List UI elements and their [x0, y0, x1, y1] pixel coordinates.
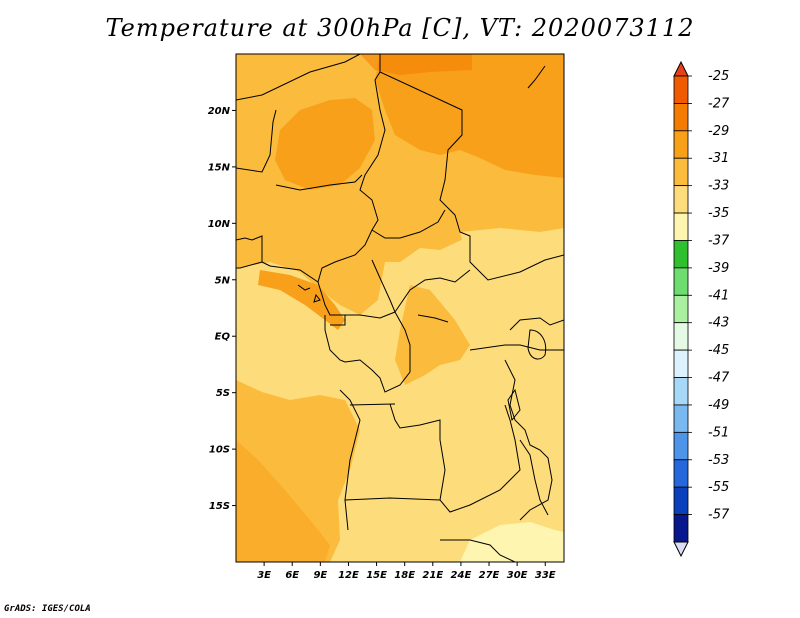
colorbar-swatch [673, 459, 689, 488]
y-tick-label: 5S [216, 388, 230, 399]
field-band-29-27-west [258, 270, 345, 330]
lake-outline [527, 329, 547, 360]
colorbar-swatch [673, 185, 689, 214]
x-tick-label: 27E [479, 570, 500, 581]
x-tick-label: 15E [366, 570, 387, 581]
colorbar-label: -53 [708, 453, 729, 468]
x-tick-label: 24E [451, 570, 472, 581]
coast-line [297, 284, 311, 291]
x-tick-label: 21E [422, 570, 443, 581]
colorbar-swatch [673, 377, 689, 406]
colorbar-swatch [673, 75, 689, 104]
border-line [330, 314, 346, 326]
chart-title: Temperature at 300hPa [C], VT: 202007311… [105, 14, 695, 42]
colorbar-swatch [673, 267, 689, 296]
colorbar-top-arrow [673, 60, 689, 77]
field-band-31-29-center [395, 285, 470, 385]
colorbar-label: -49 [708, 398, 729, 413]
lake-outline [519, 439, 549, 516]
colorbar-swatch [673, 130, 689, 159]
field-band-33-31-east [460, 228, 564, 250]
field-band-29-27-north-central [275, 98, 375, 190]
y-tick-label: 15N [208, 162, 231, 173]
colorbar-label: -33 [708, 179, 729, 194]
colorbar-swatch [673, 514, 689, 543]
x-tick-label: 30E [507, 570, 528, 581]
border-line [504, 359, 553, 521]
field-band-29-27-southwest [236, 440, 330, 562]
border-line [324, 315, 346, 363]
y-axis: 20N 15N 10N 5N EQ 5S 10S 15S [208, 106, 236, 512]
colorbar-swatch [673, 431, 689, 461]
colorbar-label: -55 [708, 480, 729, 495]
border-line [261, 261, 319, 283]
lake-outline [507, 388, 521, 422]
colorbar-label: -35 [708, 206, 729, 221]
colorbar-label: -43 [708, 316, 729, 331]
y-tick-label: 15S [209, 501, 230, 512]
border-line [339, 389, 361, 531]
colorbar-label: -47 [708, 371, 730, 386]
border-line [379, 54, 564, 281]
y-tick-label: 10N [208, 219, 231, 230]
border-line [236, 54, 361, 101]
y-tick-label: 10S [209, 445, 230, 456]
border-line [371, 259, 471, 314]
island-outline [313, 293, 321, 303]
colorbar-label: -57 [708, 508, 730, 523]
country-borders [236, 54, 564, 562]
x-tick-label: 3E [257, 570, 271, 581]
border-line [349, 403, 396, 406]
field-band-29-27-northeast [375, 54, 564, 178]
field-band-27-25-north [360, 54, 472, 75]
colorbar-swatch [673, 322, 689, 351]
border-line [469, 344, 564, 351]
temperature-field [236, 54, 564, 562]
colorbar-swatch [673, 349, 689, 378]
colorbar-swatch [673, 157, 689, 187]
x-tick-label: 9E [313, 570, 327, 581]
colorbar: -25 -27 -29 -31 -33 -35 -37 -39 -41 -43 -45 -47 -49 -… [673, 60, 730, 558]
colorbar-label: -31 [708, 151, 729, 166]
field-band-35-33-southeast [460, 522, 564, 562]
border-line [317, 71, 386, 283]
y-tick-label: 20N [208, 106, 231, 117]
colorbar-label: -51 [708, 425, 729, 440]
x-tick-label: 12E [338, 570, 359, 581]
x-tick-label: 18E [394, 570, 415, 581]
x-tick-label: 33E [535, 570, 556, 581]
x-tick-label: 6E [285, 570, 299, 581]
border-line [275, 174, 363, 191]
river-line [417, 314, 449, 323]
coast-line [527, 65, 546, 89]
colorbar-swatch [673, 212, 689, 241]
colorbar-label: -41 [708, 288, 729, 303]
colorbar-label: -25 [708, 69, 729, 84]
border-line [509, 317, 564, 331]
border-line [236, 109, 277, 173]
colorbar-swatch [673, 486, 689, 515]
border-line [371, 209, 446, 239]
border-line [344, 497, 441, 501]
grads-credit: GrADS: IGES/COLA [4, 604, 91, 614]
colorbar-label: -37 [708, 233, 730, 248]
border-line [344, 311, 411, 393]
map-frame [235, 53, 565, 563]
border-line [236, 235, 263, 269]
colorbar-bottom-arrow [673, 541, 689, 558]
border-line [440, 539, 516, 562]
colorbar-swatch [673, 240, 689, 269]
colorbar-swatch [673, 294, 689, 324]
colorbar-label: -39 [708, 261, 729, 276]
colorbar-label: -45 [708, 343, 729, 358]
x-axis: 3E 6E 9E 12E 15E 18E 21E 24E 27E 30E 33E [257, 562, 556, 581]
colorbar-swatch [673, 404, 689, 433]
colorbar-swatch [673, 103, 689, 132]
y-tick-label: EQ [215, 332, 231, 343]
colorbar-label: -29 [708, 124, 729, 139]
colorbar-label: -27 [708, 96, 730, 111]
y-tick-label: 5N [215, 275, 231, 286]
